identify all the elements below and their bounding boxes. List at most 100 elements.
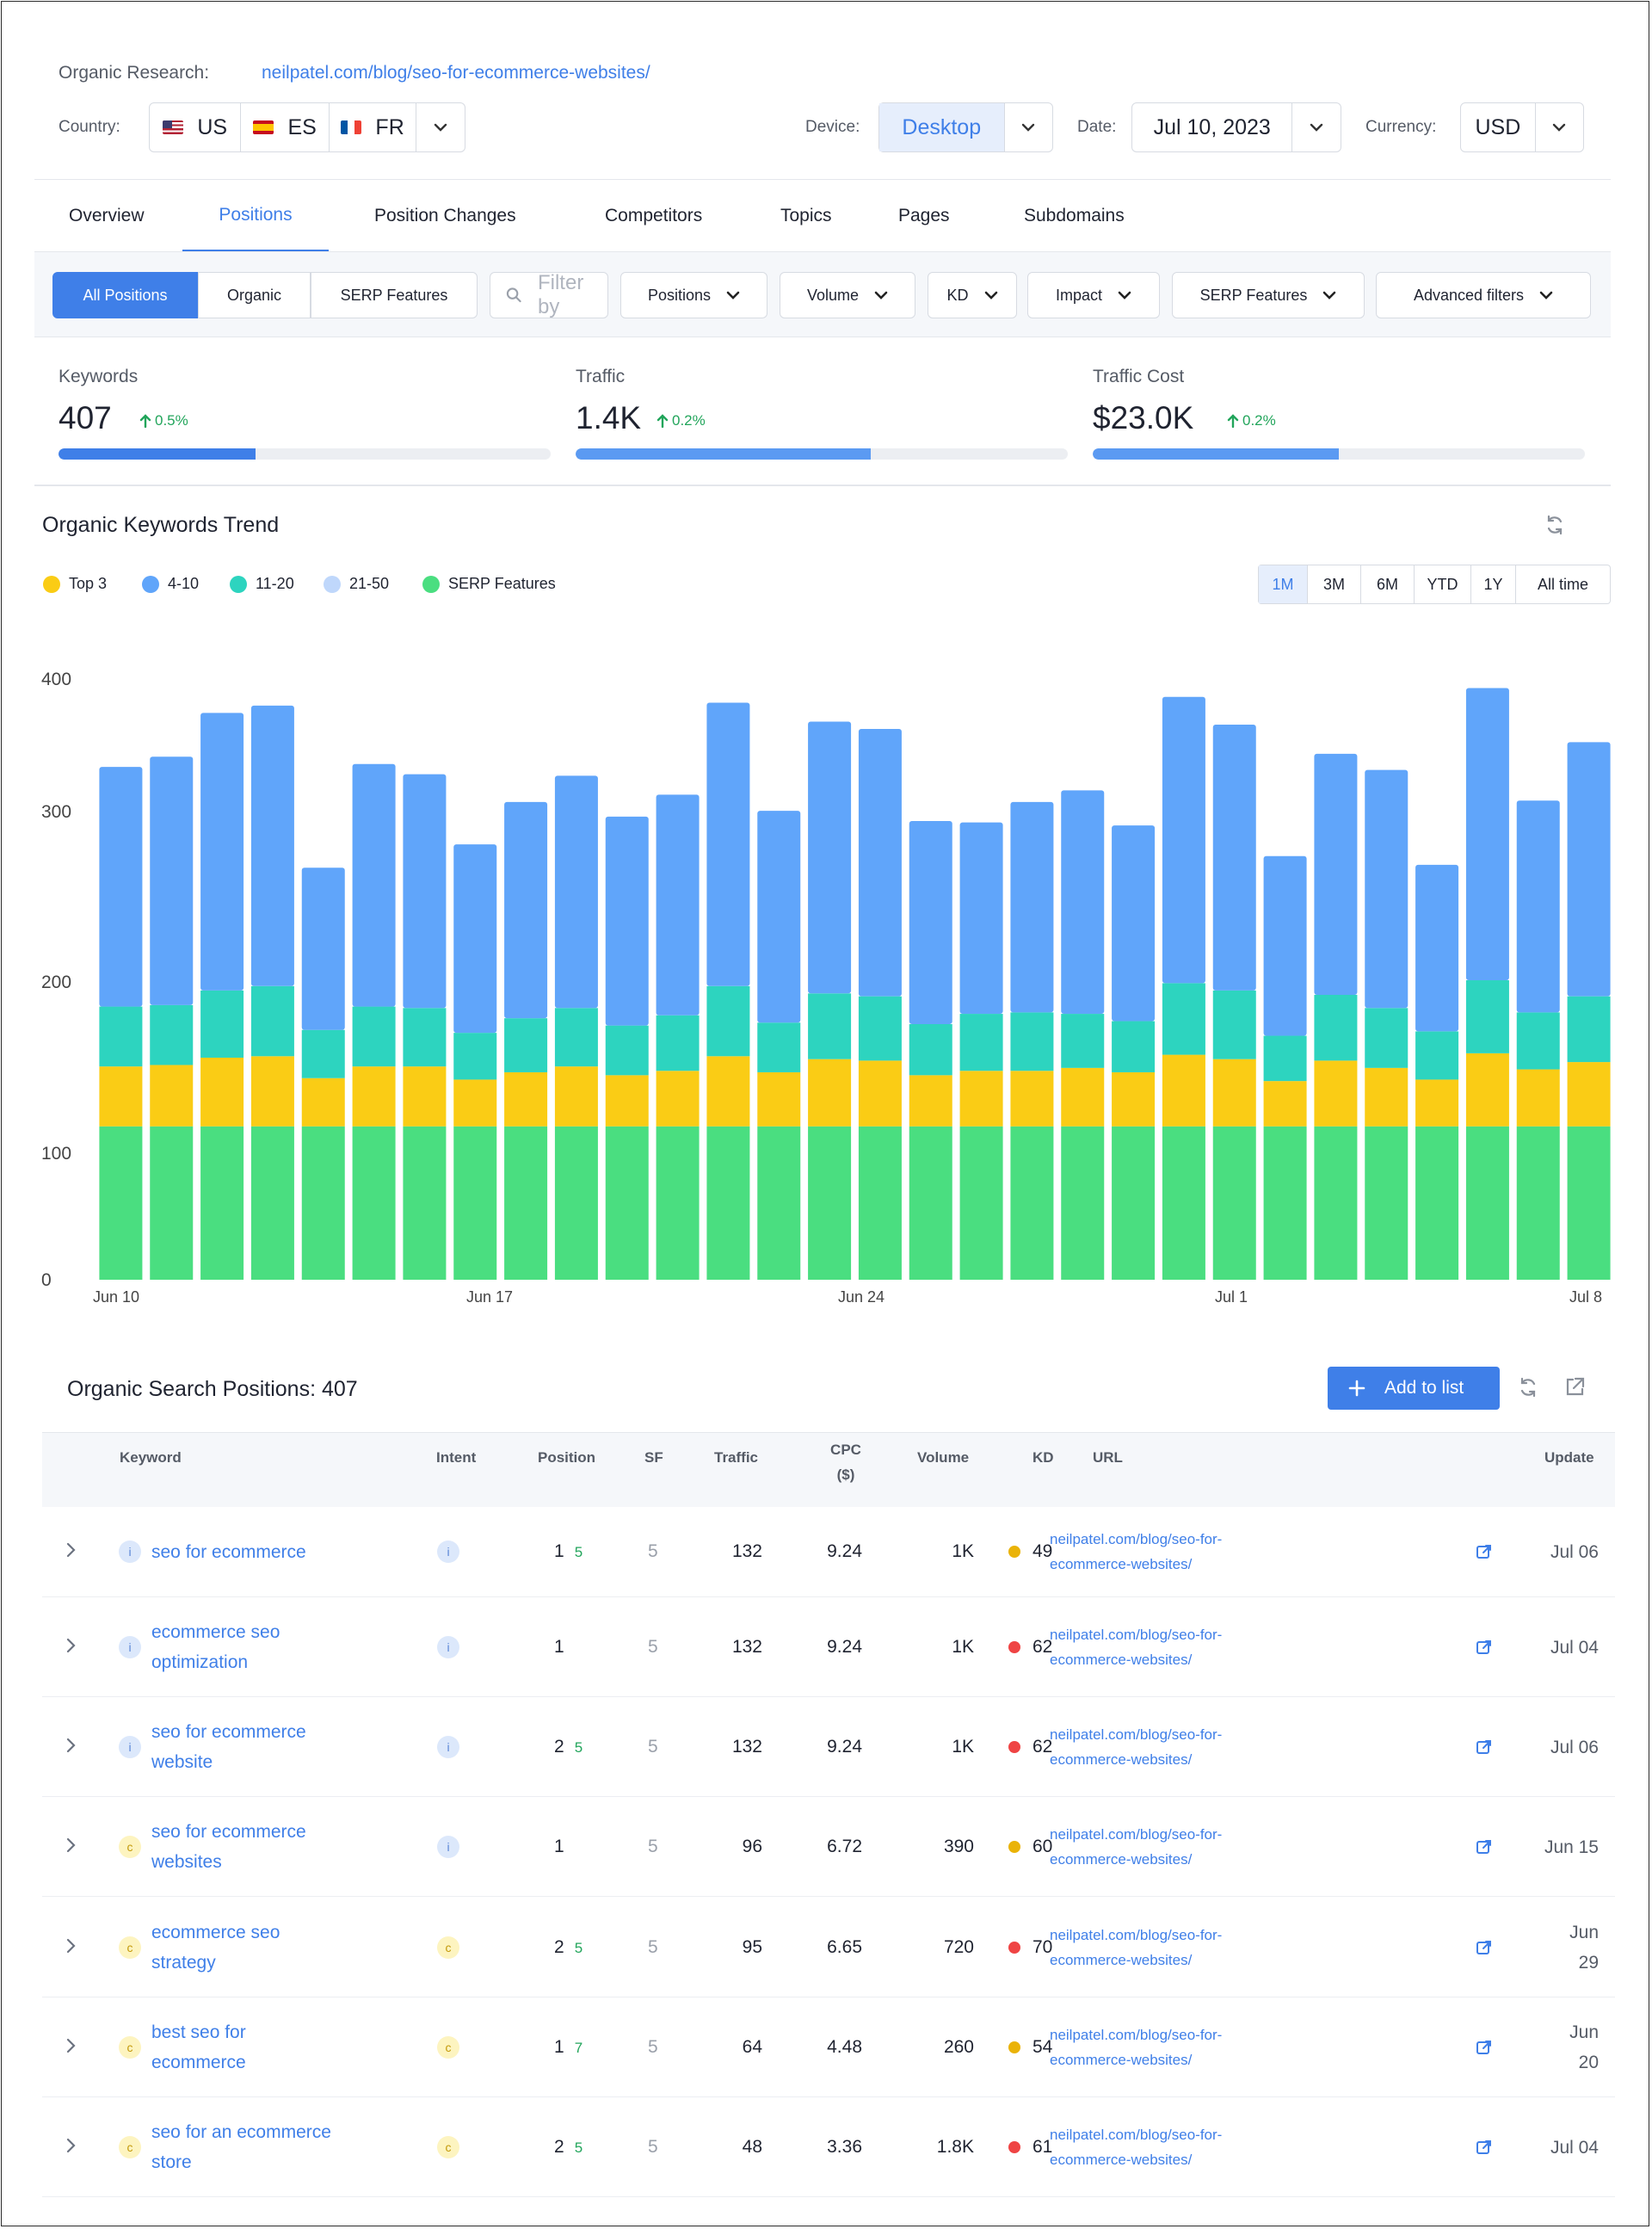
bar-segment[interactable] xyxy=(1415,1031,1459,1080)
col-cpc[interactable]: CPC ($) xyxy=(830,1442,861,1483)
bar-segment[interactable] xyxy=(1567,742,1611,997)
bar-segment[interactable] xyxy=(605,816,649,1026)
bar-segment[interactable] xyxy=(301,1029,345,1078)
bar-segment[interactable] xyxy=(858,1126,902,1280)
bar-segment[interactable] xyxy=(1365,1067,1409,1127)
bar-segment[interactable] xyxy=(808,1059,852,1127)
keyword-link[interactable]: seo for ecommerce websites xyxy=(151,1817,306,1877)
bar-segment[interactable] xyxy=(1314,1060,1358,1127)
bar-segment[interactable] xyxy=(403,1066,447,1127)
url-link[interactable]: neilpatel.com/blog/seo-for-ecommerce-web… xyxy=(1050,1622,1273,1672)
bar-segment[interactable] xyxy=(504,1071,548,1127)
table-row[interactable] xyxy=(42,1797,1615,1897)
expand-row-chevron-icon[interactable] xyxy=(65,2037,77,2054)
bar-segment[interactable] xyxy=(1263,1035,1307,1082)
bar-segment[interactable] xyxy=(453,1033,497,1080)
bar-segment[interactable] xyxy=(352,1006,396,1067)
open-url-icon[interactable] xyxy=(1476,1543,1493,1560)
segment-serp-features[interactable]: SERP Features xyxy=(311,272,478,318)
bar-segment[interactable] xyxy=(403,1126,447,1280)
bar-segment[interactable] xyxy=(909,1023,952,1076)
add-to-list-button[interactable]: Add to list xyxy=(1328,1367,1500,1410)
col-kd[interactable]: KD xyxy=(1032,1449,1054,1466)
bar-segment[interactable] xyxy=(554,1008,598,1067)
tab-positions[interactable]: Positions xyxy=(182,180,329,252)
bar-segment[interactable] xyxy=(1162,983,1205,1055)
volume-filter-dropdown[interactable]: Volume xyxy=(780,272,915,318)
bar-segment[interactable] xyxy=(150,1004,194,1065)
segment-organic[interactable]: Organic xyxy=(198,272,311,318)
bar-segment[interactable] xyxy=(706,1126,750,1280)
col-volume[interactable]: Volume xyxy=(917,1449,970,1466)
bar-segment[interactable] xyxy=(909,1075,952,1127)
device-dropdown-button[interactable] xyxy=(1005,103,1052,151)
bar-segment[interactable] xyxy=(706,702,750,986)
table-row[interactable] xyxy=(42,2097,1615,2197)
bar-segment[interactable] xyxy=(504,1018,548,1072)
bar-segment[interactable] xyxy=(99,767,143,1007)
bar-segment[interactable] xyxy=(1567,1126,1611,1280)
bar-segment[interactable] xyxy=(1061,1126,1105,1280)
period-1m[interactable]: 1M xyxy=(1259,565,1308,603)
period-all-time[interactable]: All time xyxy=(1537,575,1588,593)
bar-segment[interactable] xyxy=(656,1015,700,1071)
bar-segment[interactable] xyxy=(1010,1126,1054,1280)
expand-row-chevron-icon[interactable] xyxy=(65,2137,77,2154)
bar-segment[interactable] xyxy=(808,721,852,994)
bar-segment[interactable] xyxy=(1162,1054,1205,1127)
bar-segment[interactable] xyxy=(1112,1021,1156,1072)
bar-segment[interactable] xyxy=(301,1126,345,1280)
bar-segment[interactable] xyxy=(706,985,750,1057)
expand-row-chevron-icon[interactable] xyxy=(65,1737,77,1754)
bar-segment[interactable] xyxy=(250,985,294,1057)
bar-segment[interactable] xyxy=(1263,1081,1307,1127)
bar-segment[interactable] xyxy=(1162,696,1205,984)
impact-filter-dropdown[interactable]: Impact xyxy=(1027,272,1160,318)
bar-segment[interactable] xyxy=(504,1126,548,1280)
bar-segment[interactable] xyxy=(1314,994,1358,1061)
open-url-icon[interactable] xyxy=(1476,2039,1493,2056)
sf-count[interactable]: 5 xyxy=(648,2137,658,2157)
bar-segment[interactable] xyxy=(1010,1071,1054,1127)
positions-filter-dropdown[interactable]: Positions xyxy=(620,272,767,318)
expand-row-chevron-icon[interactable] xyxy=(65,1541,77,1559)
country-dropdown-button[interactable] xyxy=(416,103,465,151)
keyword-link[interactable]: seo for ecommerce xyxy=(151,1537,306,1567)
device-selector[interactable]: Desktop xyxy=(878,102,1053,152)
segment-all-positions[interactable]: All Positions xyxy=(52,272,198,318)
bar-segment[interactable] xyxy=(453,844,497,1034)
bar-segment[interactable] xyxy=(959,822,1003,1015)
tab-subdomains[interactable]: Subdomains xyxy=(1024,206,1125,225)
sf-count[interactable]: 5 xyxy=(648,2037,658,2057)
bar-segment[interactable] xyxy=(605,1126,649,1280)
open-url-icon[interactable] xyxy=(1476,1939,1493,1956)
col-sf[interactable]: SF xyxy=(644,1449,663,1466)
bar-segment[interactable] xyxy=(1465,1053,1509,1127)
period-6m[interactable]: 6M xyxy=(1361,565,1415,603)
open-url-icon[interactable] xyxy=(1476,1838,1493,1855)
table-row[interactable] xyxy=(42,1597,1615,1697)
bar-segment[interactable] xyxy=(959,1071,1003,1127)
bar-segment[interactable] xyxy=(1415,1126,1459,1280)
period-3m[interactable]: 3M xyxy=(1308,565,1361,603)
refresh-table-icon[interactable] xyxy=(1517,1376,1539,1399)
keyword-link[interactable]: seo for an ecommerce store xyxy=(151,2117,331,2177)
keyword-link[interactable]: best seo for ecommerce xyxy=(151,2017,246,2078)
sf-count[interactable]: 5 xyxy=(648,1637,658,1657)
bar-segment[interactable] xyxy=(352,1066,396,1127)
refresh-icon[interactable] xyxy=(1544,514,1566,536)
url-link[interactable]: neilpatel.com/blog/seo-for-ecommerce-web… xyxy=(1050,1527,1273,1577)
bar-segment[interactable] xyxy=(1061,1067,1105,1127)
url-link[interactable]: neilpatel.com/blog/seo-for-ecommerce-web… xyxy=(1050,2022,1273,2072)
bar-segment[interactable] xyxy=(150,1065,194,1127)
advanced-filters-dropdown[interactable]: Advanced filters xyxy=(1376,272,1591,318)
bar-segment[interactable] xyxy=(1567,1062,1611,1127)
bar-segment[interactable] xyxy=(1112,1071,1156,1127)
col-intent[interactable]: Intent xyxy=(436,1449,477,1466)
bar-segment[interactable] xyxy=(1162,1126,1205,1280)
sf-count[interactable]: 5 xyxy=(648,1541,658,1561)
date-dropdown-button[interactable] xyxy=(1292,103,1341,151)
bar-segment[interactable] xyxy=(99,1006,143,1067)
bar-segment[interactable] xyxy=(1212,990,1256,1059)
bar-segment[interactable] xyxy=(150,756,194,1005)
